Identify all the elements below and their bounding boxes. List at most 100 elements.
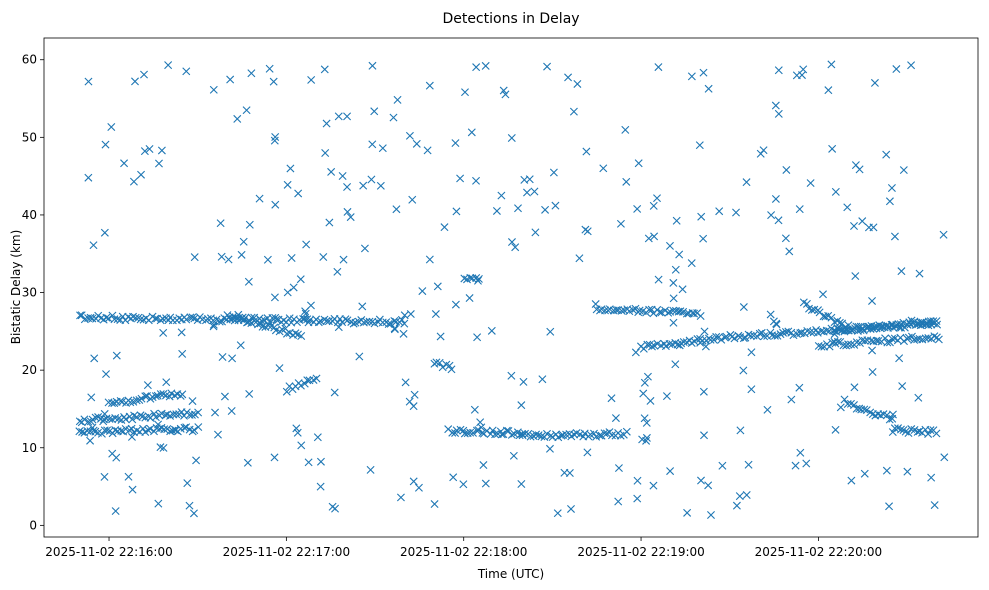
data-point	[611, 414, 620, 423]
data-point	[739, 366, 748, 375]
data-point	[744, 460, 753, 469]
data-point	[408, 195, 417, 204]
data-point	[755, 329, 764, 338]
data-point	[386, 319, 395, 328]
data-point	[297, 441, 306, 450]
data-point	[157, 146, 166, 155]
data-point	[440, 223, 449, 232]
data-point	[111, 414, 120, 423]
data-point	[868, 368, 877, 376]
data-point	[701, 342, 710, 351]
data-point	[915, 334, 924, 343]
data-point	[78, 427, 87, 436]
data-point	[849, 401, 858, 410]
data-point	[182, 423, 191, 432]
data-point	[696, 312, 705, 321]
data-point	[330, 388, 339, 397]
data-point	[697, 212, 706, 221]
data-point	[875, 321, 884, 330]
data-point	[553, 509, 562, 518]
data-point	[924, 334, 933, 343]
data-point	[507, 430, 516, 439]
x-axis: 2025-11-02 22:16:00 2025-11-02 22:17:00 20…	[45, 537, 882, 559]
data-point	[897, 323, 906, 332]
data-point	[507, 134, 516, 143]
data-point	[736, 426, 745, 435]
data-point	[519, 377, 528, 386]
data-point	[140, 147, 149, 156]
data-point	[897, 267, 906, 276]
data-point	[797, 71, 806, 80]
data-point	[895, 354, 904, 363]
data-point	[132, 396, 141, 405]
data-point	[187, 410, 196, 419]
data-point	[229, 312, 238, 321]
data-point	[924, 429, 933, 438]
data-point	[343, 183, 352, 191]
data-point	[138, 412, 147, 421]
data-point	[397, 315, 406, 324]
data-point	[600, 429, 609, 438]
data-point	[699, 68, 708, 77]
data-point	[581, 225, 590, 234]
data-point	[781, 234, 790, 243]
data-point	[296, 275, 305, 284]
data-point	[634, 159, 643, 168]
data-point	[313, 433, 322, 442]
data-point	[430, 500, 439, 509]
data-point	[227, 407, 236, 415]
data-point	[327, 167, 336, 176]
data-point	[243, 458, 252, 467]
data-point	[517, 480, 526, 488]
data-point	[472, 176, 481, 185]
data-point	[466, 428, 475, 437]
data-point	[293, 428, 302, 437]
data-point	[140, 70, 149, 79]
data-point	[622, 177, 631, 186]
data-point	[638, 435, 647, 444]
data-point	[409, 402, 418, 411]
data-point	[111, 507, 120, 516]
data-point	[286, 164, 295, 173]
data-point	[795, 205, 804, 214]
data-point	[704, 481, 713, 490]
data-point	[84, 417, 93, 426]
data-point	[127, 432, 136, 441]
data-point	[341, 315, 350, 324]
data-point	[101, 140, 110, 149]
x-tick-label: 2025-11-02 22:17:00	[223, 545, 350, 559]
data-point	[301, 309, 310, 318]
data-point	[283, 180, 292, 189]
data-point	[662, 392, 671, 401]
data-point	[384, 320, 393, 328]
data-point	[218, 317, 227, 326]
data-point	[887, 184, 896, 193]
data-point	[258, 322, 267, 331]
data-point	[700, 431, 709, 440]
data-point	[649, 481, 658, 490]
data-point	[177, 328, 186, 337]
data-point	[359, 181, 368, 190]
data-point	[930, 332, 939, 341]
data-point	[851, 272, 860, 281]
data-point	[883, 338, 892, 347]
data-point	[742, 491, 751, 500]
data-point	[595, 431, 604, 440]
data-point	[525, 175, 534, 184]
data-point	[718, 461, 727, 470]
data-point	[868, 296, 877, 305]
data-point	[87, 393, 96, 402]
data-point	[244, 277, 253, 286]
data-point	[362, 317, 371, 326]
data-point	[926, 317, 935, 326]
data-point	[643, 372, 652, 381]
data-point	[932, 429, 941, 438]
data-point	[757, 328, 766, 337]
data-point	[687, 259, 696, 268]
data-point	[782, 165, 791, 174]
data-point	[551, 201, 560, 210]
data-point	[154, 159, 163, 168]
data-point	[325, 218, 334, 227]
x-axis-title: Time (UTC)	[477, 567, 544, 581]
data-point	[365, 317, 374, 326]
